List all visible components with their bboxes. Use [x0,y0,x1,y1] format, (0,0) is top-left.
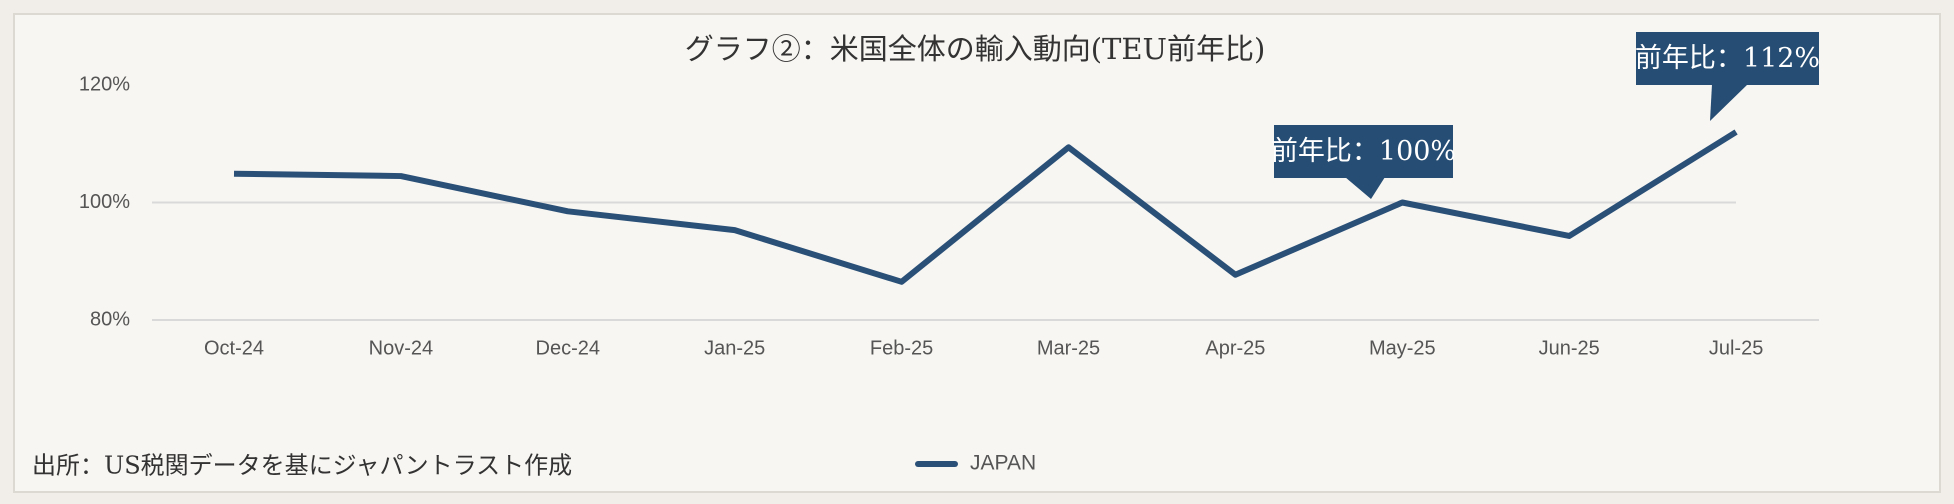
chart-frame [13,13,1941,493]
x-tick-label: Dec-24 [536,337,600,359]
annotation-text: 前年比：100% [1271,136,1456,167]
y-tick-label: 120% [79,73,130,95]
x-tick-label: May-25 [1369,337,1436,359]
y-tick-label: 100% [79,191,130,213]
annotation-box [1636,32,1819,85]
x-tick-label: Jun-25 [1539,337,1600,359]
annotation-pointer [1345,177,1385,199]
x-tick-label: Mar-25 [1037,337,1100,359]
y-tick-label: 80% [90,308,130,330]
annotation-pointer [1710,84,1748,121]
x-tick-label: Nov-24 [369,337,433,359]
chart-title: グラフ②：米国全体の輸入動向(TEU前年比) [685,32,1266,66]
legend-label: JAPAN [970,452,1036,475]
x-tick-label: Jul-25 [1709,337,1763,359]
data-line [233,129,1738,285]
annotation-box [1274,125,1453,178]
x-tick-label: Feb-25 [870,337,933,359]
x-tick-label: Jan-25 [704,337,765,359]
source-note: 出所：US税関データを基にジャパントラスト作成 [32,452,572,480]
x-tick-label: Oct-24 [204,337,264,359]
annotation-text: 前年比：112% [1635,43,1820,74]
x-tick-label: Apr-25 [1205,337,1265,359]
